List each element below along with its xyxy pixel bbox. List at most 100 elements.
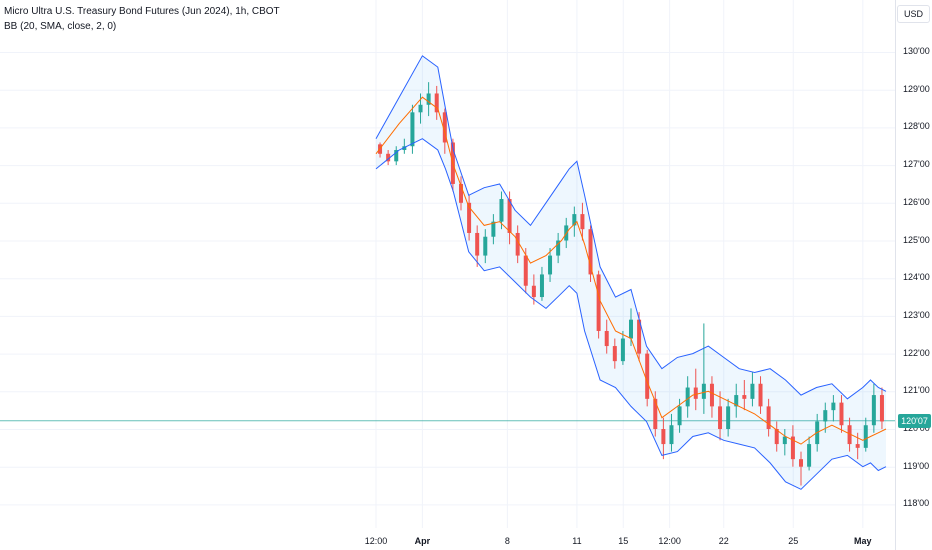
candle-body [718, 406, 723, 429]
candle [766, 398, 771, 437]
candle-body [523, 255, 528, 286]
candle [539, 266, 544, 301]
candle [871, 383, 876, 433]
candle-body [790, 436, 795, 460]
x-tick-label: 11 [572, 536, 582, 546]
bollinger-band-fill [376, 55, 886, 490]
candle-body [515, 232, 520, 256]
candle-body [637, 319, 642, 354]
candle-body [410, 112, 415, 147]
candle-body [548, 255, 553, 275]
candle [410, 104, 415, 154]
candle-body [394, 150, 399, 162]
candle [847, 417, 852, 452]
candle-body [758, 383, 763, 407]
currency-button[interactable]: USD [897, 5, 930, 23]
y-tick-label: 126'00 [903, 196, 930, 207]
candle [548, 248, 553, 282]
candle-body [871, 395, 876, 426]
candle [750, 372, 755, 407]
candle-body [823, 410, 828, 422]
candle-body [596, 274, 601, 331]
candle [645, 349, 650, 407]
bollinger-upper-band [375, 55, 887, 400]
candle [774, 421, 779, 452]
candle-body [734, 395, 739, 407]
candle [434, 85, 439, 120]
x-tick-label: 22 [718, 536, 729, 546]
candle-body [661, 429, 666, 445]
candle [588, 225, 593, 282]
candle-body [539, 274, 544, 298]
candle-body [782, 436, 787, 445]
candle [653, 391, 658, 437]
candle-body [426, 93, 431, 105]
candle-body [386, 153, 391, 162]
candle-body [572, 214, 577, 226]
candle-body [855, 444, 860, 448]
candle-body [475, 232, 480, 256]
candle [734, 383, 739, 418]
candle-body [701, 383, 706, 399]
y-tick-label: 119'00 [903, 460, 930, 471]
candle [685, 376, 690, 418]
candle [742, 379, 747, 411]
candle-body [604, 330, 609, 347]
y-tick-label: 121'00 [903, 385, 930, 396]
candle-body [459, 183, 463, 203]
candle-body [807, 444, 812, 467]
candle [823, 402, 828, 433]
candle [799, 451, 803, 486]
candle-body [839, 402, 844, 426]
candle-body [709, 383, 714, 407]
x-tick-label: Apr [414, 536, 431, 546]
candle-body [774, 429, 779, 445]
last-price-tag: 120'07 [898, 413, 931, 428]
candle-body [653, 398, 658, 429]
y-tick-label: 125'00 [903, 234, 930, 245]
candle [726, 398, 731, 437]
candle [580, 202, 585, 241]
candle-body [750, 383, 755, 399]
x-tick-label: 15 [618, 536, 629, 546]
candle-body [491, 221, 496, 237]
candle [701, 323, 706, 414]
candle [604, 319, 609, 354]
candle-body [693, 387, 698, 399]
x-tick-label: 12:00 [658, 536, 681, 546]
candle [491, 214, 496, 245]
chart-legend: Micro Ultra U.S. Treasury Bond Futures (… [4, 4, 280, 34]
candle [620, 330, 625, 365]
candle [426, 82, 431, 117]
candle-body [766, 406, 771, 429]
candle [483, 229, 488, 264]
y-tick-label: 127'00 [903, 159, 930, 170]
candle-body [742, 395, 747, 399]
candle-body [442, 112, 447, 143]
candle [661, 417, 666, 460]
candle [669, 413, 674, 452]
symbol-title[interactable]: Micro Ultra U.S. Treasury Bond Futures (… [4, 6, 280, 17]
candle [782, 429, 787, 456]
candle-body [580, 214, 585, 230]
indicator-label[interactable]: BB (20, SMA, close, 2, 0) [4, 21, 117, 32]
candle-body [418, 104, 423, 113]
bollinger-lower-band [375, 138, 887, 490]
candle-body [645, 353, 650, 399]
candle [402, 138, 407, 154]
candle-body [831, 402, 836, 411]
candle-body [483, 236, 488, 256]
candle [556, 232, 561, 264]
y-tick-label: 130'00 [903, 46, 930, 56]
x-tick-label: 8 [504, 536, 510, 546]
candlesticks [378, 82, 884, 486]
y-tick-label: 122'00 [903, 347, 930, 358]
x-tick-label: 12:00 [364, 536, 388, 546]
candle [475, 225, 480, 267]
bollinger-basis-line [375, 96, 887, 445]
candle-body [799, 459, 803, 467]
candle [879, 387, 884, 429]
candle [855, 432, 860, 460]
candle [596, 270, 601, 339]
